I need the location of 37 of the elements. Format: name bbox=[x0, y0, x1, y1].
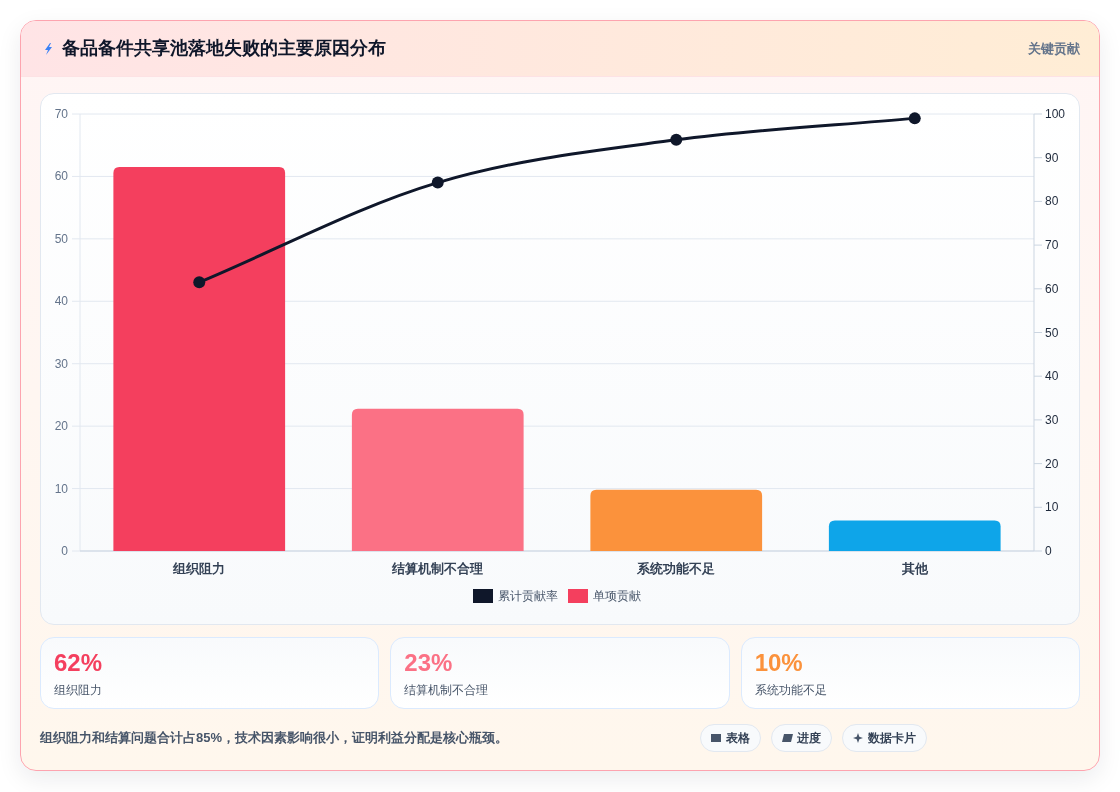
text: 23% bbox=[404, 648, 453, 678]
y-tick-label: 70 bbox=[54, 107, 69, 121]
y2-tick-label: 50 bbox=[1045, 325, 1059, 340]
legend-label: 单项贡献 bbox=[593, 589, 641, 603]
x-tick-label: 其他 bbox=[900, 561, 929, 576]
y2-tick-label: 40 bbox=[1045, 369, 1059, 384]
y2-tick-label: 60 bbox=[1045, 281, 1059, 296]
text: 10% bbox=[754, 648, 803, 678]
y-tick-label: 0 bbox=[61, 544, 69, 558]
text: 关键贡献 bbox=[1028, 40, 1080, 58]
y2-tick-label: 20 bbox=[1045, 456, 1059, 471]
y-tick-label: 10 bbox=[54, 481, 69, 496]
chart-title: 备品备件共享池落地失败的主要原因分布 bbox=[62, 37, 386, 60]
y2-tick-label: 0 bbox=[1045, 544, 1052, 558]
y2-tick-label: 100 bbox=[1045, 107, 1066, 121]
legend-label: 累计贡献率 bbox=[498, 589, 558, 603]
y2-tick-label: 10 bbox=[1045, 500, 1059, 515]
text: 数据卡片 bbox=[868, 731, 916, 746]
x-tick-label: 组织阻力 bbox=[172, 561, 226, 576]
x-tick-label: 系统功能不足 bbox=[636, 561, 716, 576]
text: 62% bbox=[54, 648, 103, 678]
text: 系统功能不足 bbox=[754, 682, 827, 698]
text: 组织阻力和结算问题合计占85%，技术因素影响很小，证明利益分配是核心瓶颈。 bbox=[40, 729, 509, 747]
text: 进度 bbox=[797, 730, 821, 746]
text: 表格 bbox=[726, 731, 750, 746]
text: 组织阻力 bbox=[54, 682, 102, 698]
y2-tick-label: 70 bbox=[1045, 238, 1059, 253]
y-tick-label: 30 bbox=[54, 356, 69, 371]
y2-tick-label: 30 bbox=[1045, 412, 1059, 427]
y-tick-label: 60 bbox=[54, 169, 69, 184]
y2-tick-label: 90 bbox=[1045, 150, 1059, 165]
y-tick-label: 50 bbox=[54, 231, 69, 246]
y-tick-label: 40 bbox=[54, 294, 69, 309]
text: 结算机制不合理 bbox=[404, 682, 489, 698]
x-tick-label: 结算机制不合理 bbox=[391, 561, 484, 576]
y-tick-label: 20 bbox=[54, 419, 69, 434]
y2-tick-label: 80 bbox=[1045, 194, 1059, 209]
